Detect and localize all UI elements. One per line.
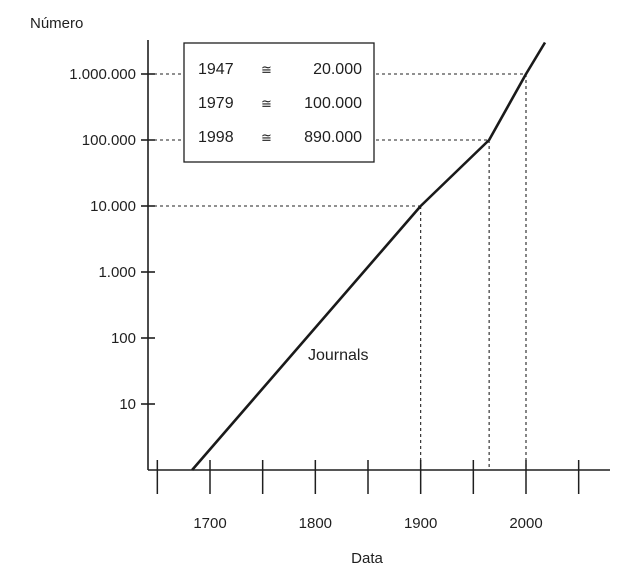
- legend-value: 890.000: [304, 129, 362, 146]
- legend-symbol: ≅: [261, 96, 272, 111]
- legend-year: 1998: [198, 129, 234, 146]
- tick-labels: 10 100 1.000 10.000 100.000 1.000.000 1700 1800…: [69, 66, 542, 532]
- legend-symbol: ≅: [261, 130, 272, 145]
- legend-value: 20.000: [313, 61, 362, 78]
- y-tick-label: 100.000: [82, 132, 136, 149]
- axes: [141, 40, 610, 494]
- legend-value: 100.000: [304, 95, 362, 112]
- x-tick-label: 1700: [193, 515, 226, 532]
- data-series: [191, 41, 547, 471]
- y-axis-title: Número: [30, 15, 83, 32]
- x-axis-title: Data: [351, 550, 383, 567]
- legend-frame: [183, 42, 375, 163]
- y-tick-label: 100: [111, 330, 136, 347]
- y-tick-label: 10: [119, 396, 136, 413]
- x-tick-label: 1800: [299, 515, 332, 532]
- y-tick-label: 1.000: [98, 264, 136, 281]
- y-tick-label: 1.000.000: [69, 66, 136, 83]
- legend-symbol: ≅: [261, 62, 272, 77]
- y-tick-label: 10.000: [90, 198, 136, 215]
- legend-year: 1947: [198, 61, 234, 78]
- legend-box: 1947 ≅ 20.000 1979 ≅ 100.000 1998 ≅ 890.000: [183, 42, 375, 163]
- x-tick-label: 1900: [404, 515, 437, 532]
- x-tick-label: 2000: [509, 515, 542, 532]
- series-line-journals: [191, 41, 547, 471]
- series-label-journals: Journals: [308, 347, 368, 364]
- legend-year: 1979: [198, 95, 234, 112]
